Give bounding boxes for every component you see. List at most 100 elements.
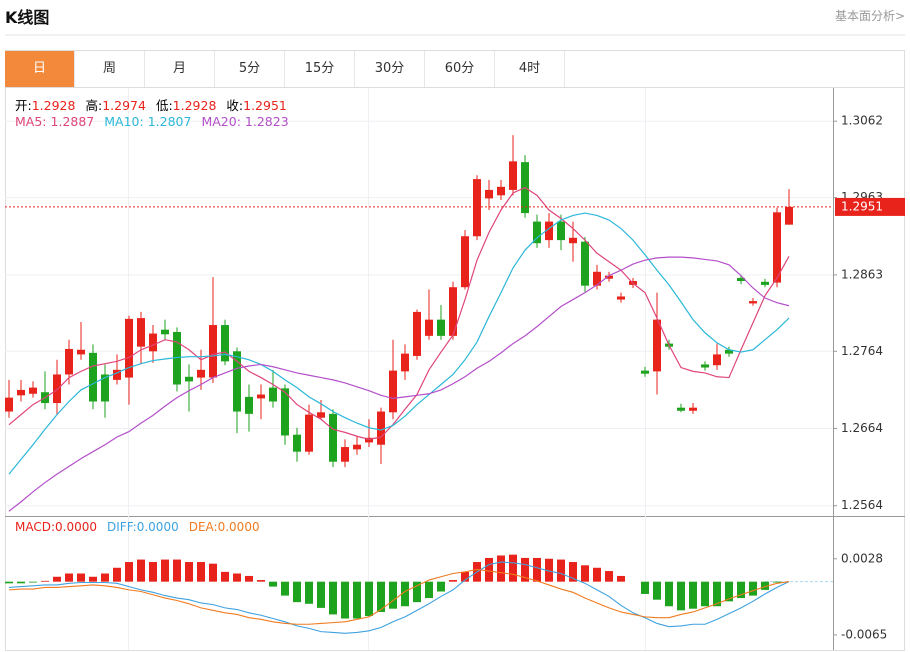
- macd-bar: [341, 581, 349, 619]
- macd-bar: [677, 581, 685, 611]
- macd-bar: [533, 557, 541, 582]
- info-item: 高:1.2974: [85, 95, 145, 114]
- macd-bar: [281, 581, 289, 596]
- macd-bar: [17, 581, 25, 584]
- candle-body: [113, 369, 121, 380]
- candle-body: [593, 271, 601, 286]
- period-tab[interactable]: 60分: [425, 51, 495, 87]
- period-tab[interactable]: 5分: [215, 51, 285, 87]
- candle-body: [401, 353, 409, 372]
- candle-body: [65, 348, 73, 375]
- legend-value: 0.0000: [136, 520, 179, 534]
- candle-body: [209, 325, 217, 378]
- period-tab[interactable]: 月: [145, 51, 215, 87]
- candle-body: [221, 325, 229, 362]
- info-label: 低:: [155, 98, 173, 113]
- info-value: 1.2928: [31, 98, 76, 113]
- page-title: K线图: [5, 8, 50, 27]
- macd-bar: [389, 581, 397, 609]
- info-value: 1.2951: [243, 98, 287, 113]
- macd-bar: [101, 573, 109, 582]
- candle-body: [749, 301, 757, 304]
- y-tick-label: 1.3062: [841, 114, 883, 128]
- macd-bar: [773, 581, 781, 583]
- candle-body: [173, 332, 181, 385]
- candle-body: [281, 388, 289, 436]
- macd-bar: [701, 581, 709, 607]
- candle-body: [461, 236, 469, 288]
- info-item: 收:1.2951: [226, 95, 286, 114]
- macd-bar: [149, 562, 157, 582]
- candle-body: [485, 189, 493, 199]
- last-price-label: 1.2951: [841, 199, 883, 213]
- macd-bar: [293, 581, 301, 603]
- macd-bar: [329, 581, 337, 615]
- candle-body: [641, 370, 649, 374]
- macd-bar: [377, 581, 385, 612]
- candle-body: [425, 319, 433, 336]
- candle-body: [509, 161, 517, 190]
- candle-body: [185, 376, 193, 382]
- chart-frame: [5, 50, 905, 651]
- candle-body: [701, 364, 709, 368]
- macd-bar: [233, 573, 241, 582]
- candle-body: [473, 179, 481, 237]
- legend-item: DIFF:0.0000: [107, 520, 179, 534]
- period-tab[interactable]: 15分: [285, 51, 355, 87]
- macd-bar: [749, 581, 757, 596]
- period-tab[interactable]: 周: [75, 51, 145, 87]
- candle-body: [353, 444, 361, 450]
- info-label: 开:: [15, 98, 32, 113]
- candle-body: [377, 411, 385, 445]
- macd-bar: [29, 581, 37, 583]
- candle-body: [89, 352, 97, 402]
- macd-bar: [761, 581, 769, 590]
- legend-item: MA20: 1.2823: [201, 114, 288, 129]
- candle-body: [329, 413, 337, 462]
- legend-item: MA10: 1.2807: [104, 114, 191, 129]
- ma-line: [8, 212, 790, 475]
- candle-body: [497, 186, 505, 196]
- period-tab[interactable]: 4时: [495, 51, 565, 87]
- macd-bar: [545, 558, 553, 582]
- macd-bar: [437, 581, 445, 592]
- ma-line: [8, 186, 790, 440]
- period-tab[interactable]: 日: [5, 51, 75, 87]
- macd-bar: [365, 581, 373, 617]
- period-tab[interactable]: 30分: [355, 51, 425, 87]
- candle-body: [569, 237, 577, 244]
- legend-name: MA5:: [15, 114, 47, 129]
- macd-bar: [593, 567, 601, 582]
- legend-name: DEA:: [188, 520, 218, 534]
- analysis-link[interactable]: 基本面分析>: [834, 9, 905, 23]
- macd-bar: [185, 562, 193, 582]
- candle-body: [389, 370, 397, 413]
- macd-line: [8, 568, 790, 625]
- macd-bar: [605, 571, 613, 582]
- candle-body: [437, 319, 445, 336]
- candle-body: [413, 311, 421, 356]
- candle-body: [533, 221, 541, 244]
- y-tick-label: -0.0065: [841, 627, 887, 641]
- macd-bar: [5, 581, 13, 584]
- candle-body: [725, 349, 733, 354]
- macd-bar: [41, 580, 49, 582]
- candle-body: [77, 349, 85, 355]
- macd-bar: [521, 557, 529, 582]
- candle-body: [161, 329, 169, 335]
- period-tabs: 日周月 5分 15分 30分 60分 4时: [5, 51, 565, 87]
- macd-bar: [665, 581, 673, 607]
- candle-body: [605, 275, 613, 279]
- legend-value: 0.0000: [217, 520, 260, 534]
- legend-item: MACD:0.0000: [15, 520, 97, 534]
- candle-body: [557, 221, 565, 241]
- candle-body: [449, 287, 457, 336]
- macd-bar: [509, 554, 517, 582]
- macd-bar: [245, 575, 253, 582]
- candle-body: [677, 407, 685, 411]
- info-item: 开:1.2928: [15, 95, 75, 114]
- candle-body: [785, 206, 793, 225]
- candle-body: [17, 389, 25, 396]
- y-tick-label: 1.2764: [841, 344, 883, 358]
- macd-bar: [725, 581, 733, 602]
